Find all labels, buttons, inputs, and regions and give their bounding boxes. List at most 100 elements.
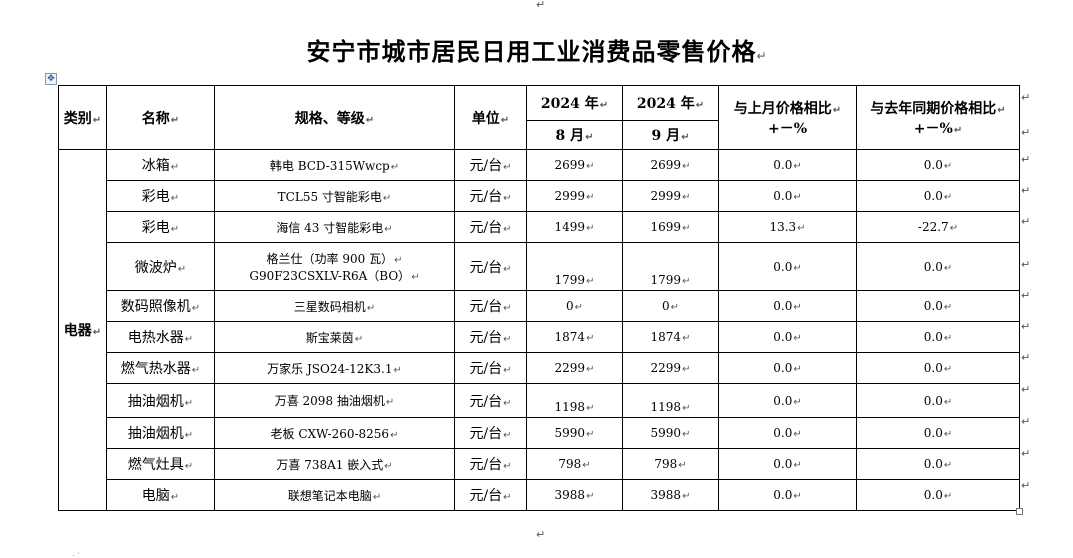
table-row: 微波炉↵ 格兰仕（功率 900 瓦）↵ G90F23CSXLV-R6A（BO）↵ …	[59, 242, 1020, 291]
price-sep-cell: 1799↵	[622, 242, 719, 291]
price-sep-cell: 1874↵	[622, 321, 719, 353]
price-aug-cell: 1198↵	[526, 383, 623, 418]
yoy-cell: -22.7↵	[856, 211, 1020, 243]
row-end-mark-icon: ↵	[1021, 215, 1031, 228]
mom-cell: 0.0↵	[718, 242, 857, 291]
header-yoy: 与去年同期价格相比↵ +－%↵	[856, 85, 1020, 150]
mom-cell: 0.0↵	[718, 321, 857, 353]
price-aug-cell: 0↵	[526, 290, 623, 322]
unit-cell: 元/台↵	[454, 383, 527, 418]
price-aug-cell: 2999↵	[526, 180, 623, 212]
table-row: 燃气热水器↵ 万家乐 JSO24-12K3.1↵ 元/台↵ 2299↵ 2299…	[59, 352, 1020, 384]
row-end-mark-icon: ↵	[1021, 184, 1031, 197]
row-end-mark-icon: ↵	[1021, 289, 1031, 302]
row-end-mark-icon: ↵	[1021, 415, 1031, 428]
row-end-mark-icon: ↵	[1021, 126, 1031, 139]
table-move-handle-icon[interactable]: ✥	[45, 73, 57, 85]
yoy-cell: 0.0↵	[856, 321, 1020, 353]
paragraph-mark-icon: ↵	[536, 0, 546, 11]
spec-cell: 万家乐 JSO24-12K3.1↵	[214, 352, 455, 384]
spec-cell: 斯宝莱茵↵	[214, 321, 455, 353]
name-cell: 彩电↵	[106, 211, 215, 243]
mom-cell: 13.3↵	[718, 211, 857, 243]
unit-cell: 元/台↵	[454, 211, 527, 243]
price-sep-cell: 1699↵	[622, 211, 719, 243]
yoy-cell: 0.0↵	[856, 290, 1020, 322]
name-cell: 数码照像机↵	[106, 290, 215, 322]
row-end-mark-icon: ↵	[1021, 479, 1031, 492]
yoy-cell: 0.0↵	[856, 180, 1020, 212]
table-row: 彩电↵ TCL55 寸智能彩电↵ 元/台↵ 2999↵ 2999↵ 0.0↵ 0…	[59, 180, 1020, 212]
header-row: 类别↵ 名称↵ 规格、等级↵ 单位↵ 2024 年↵ 2024 年↵ 与上月价格…	[58, 85, 1020, 150]
spec-cell: 老板 CXW-260-8256↵	[214, 417, 455, 449]
name-cell: 抽油烟机↵	[106, 417, 215, 449]
yoy-cell: 0.0↵	[856, 242, 1020, 291]
row-end-mark-icon: ↵	[1021, 153, 1031, 166]
price-sep-cell: 0↵	[622, 290, 719, 322]
price-sep-cell: 1198↵	[622, 383, 719, 418]
spec-cell: 格兰仕（功率 900 瓦）↵ G90F23CSXLV-R6A（BO）↵	[214, 242, 455, 291]
price-sep-cell: 2299↵	[622, 352, 719, 384]
spec-cell: 联想笔记本电脑↵	[214, 479, 455, 511]
unit-cell: 元/台↵	[454, 321, 527, 353]
unit-cell: 元/台↵	[454, 448, 527, 480]
price-aug-cell: 798↵	[526, 448, 623, 480]
mom-cell: 0.0↵	[718, 352, 857, 384]
spec-cell: 韩电 BCD-315Wwcp↵	[214, 149, 455, 181]
unit-cell: 元/台↵	[454, 290, 527, 322]
row-end-mark-icon: ↵	[1021, 91, 1031, 104]
name-cell: 电热水器↵	[106, 321, 215, 353]
category-cell: 电器↵	[58, 149, 107, 511]
price-sep-cell: 3988↵	[622, 479, 719, 511]
row-end-mark-icon: ↵	[1021, 258, 1031, 271]
name-cell: 燃气灶具↵	[106, 448, 215, 480]
table-resize-handle-icon[interactable]	[1016, 508, 1023, 515]
yoy-cell: 0.0↵	[856, 448, 1020, 480]
name-cell: 电脑↵	[106, 479, 215, 511]
yoy-cell: 0.0↵	[856, 417, 1020, 449]
table-row: 电热水器↵ 斯宝莱茵↵ 元/台↵ 1874↵ 1874↵ 0.0↵ 0.0↵	[59, 321, 1020, 353]
unit-cell: 元/台↵	[454, 180, 527, 212]
spec-cell: 三星数码相机↵	[214, 290, 455, 322]
yoy-cell: 0.0↵	[856, 383, 1020, 418]
yoy-cell: 0.0↵	[856, 352, 1020, 384]
price-aug-cell: 1874↵	[526, 321, 623, 353]
table-row: 抽油烟机↵ 万喜 2098 抽油烟机↵ 元/台↵ 1198↵ 1198↵ 0.0…	[59, 383, 1020, 418]
spec-cell: 万喜 2098 抽油烟机↵	[214, 383, 455, 418]
unit-cell: 元/台↵	[454, 479, 527, 511]
yoy-cell: 0.0↵	[856, 149, 1020, 181]
table-row: 抽油烟机↵ 老板 CXW-260-8256↵ 元/台↵ 5990↵ 5990↵ …	[59, 417, 1020, 449]
table-row: 电器↵ 冰箱↵ 韩电 BCD-315Wwcp↵ 元/台↵ 2699↵ 2699↵…	[58, 149, 1020, 511]
name-cell: 燃气热水器↵	[106, 352, 215, 384]
price-sep-cell: 2999↵	[622, 180, 719, 212]
header-month-sep: 9 月↵	[622, 120, 719, 150]
yoy-cell: 0.0↵	[856, 479, 1020, 511]
mom-cell: 0.0↵	[718, 479, 857, 511]
header-year-aug: 2024 年↵	[526, 85, 623, 121]
row-end-mark-icon: ↵	[1021, 447, 1031, 460]
row-end-mark-icon: ↵	[1021, 351, 1031, 364]
name-cell: 抽油烟机↵	[106, 383, 215, 418]
header-row-sub: 8 月↵ 9 月↵	[59, 120, 1020, 150]
paragraph-mark-icon: . ·	[72, 549, 80, 558]
unit-cell: 元/台↵	[454, 149, 527, 181]
price-aug-cell: 1799↵	[526, 242, 623, 291]
unit-cell: 元/台↵	[454, 242, 527, 291]
name-cell: 冰箱↵	[106, 149, 215, 181]
mom-cell: 0.0↵	[718, 383, 857, 418]
unit-cell: 元/台↵	[454, 352, 527, 384]
table-row: 数码照像机↵ 三星数码相机↵ 元/台↵ 0↵ 0↵ 0.0↵ 0.0↵	[59, 290, 1020, 322]
table-row: 电脑↵ 联想笔记本电脑↵ 元/台↵ 3988↵ 3988↵ 0.0↵ 0.0↵	[59, 479, 1020, 511]
spec-cell: 海信 43 寸智能彩电↵	[214, 211, 455, 243]
mom-cell: 0.0↵	[718, 290, 857, 322]
price-table: 类别↵ 名称↵ 规格、等级↵ 单位↵ 2024 年↵ 2024 年↵ 与上月价格…	[58, 85, 1020, 511]
mom-cell: 0.0↵	[718, 417, 857, 449]
header-year-sep: 2024 年↵	[622, 85, 719, 121]
unit-cell: 元/台↵	[454, 417, 527, 449]
price-sep-cell: 2699↵	[622, 149, 719, 181]
header-category: 类别↵	[58, 85, 107, 150]
price-sep-cell: 798↵	[622, 448, 719, 480]
price-aug-cell: 3988↵	[526, 479, 623, 511]
table-row: 燃气灶具↵ 万喜 738A1 嵌入式↵ 元/台↵ 798↵ 798↵ 0.0↵ …	[59, 448, 1020, 480]
table-row: 彩电↵ 海信 43 寸智能彩电↵ 元/台↵ 1499↵ 1699↵ 13.3↵ …	[59, 211, 1020, 243]
